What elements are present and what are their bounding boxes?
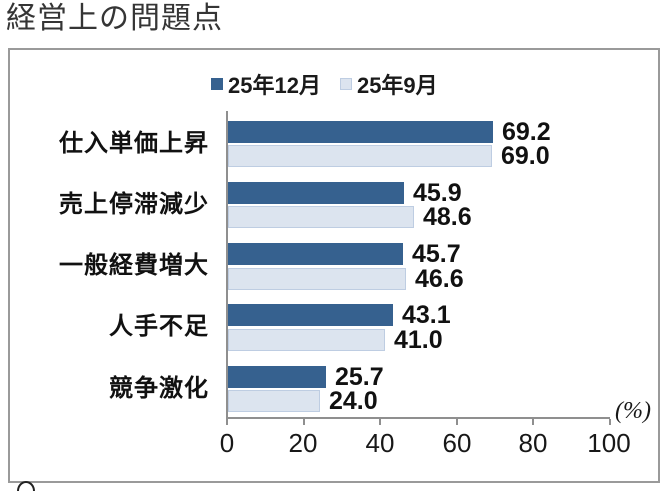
- value-label: 43.1: [402, 301, 451, 329]
- bar-sep: [227, 268, 406, 290]
- x-tick-label-20: 20: [288, 428, 318, 458]
- chart-title: 経営上の問題点: [6, 2, 223, 35]
- legend-swatch-light-icon: [339, 78, 352, 90]
- x-axis-unit-label: (%): [615, 398, 651, 424]
- bar-dec: [227, 182, 404, 204]
- x-axis-line: [226, 417, 610, 419]
- category-label: 一般経費増大: [59, 252, 209, 279]
- value-label: 45.9: [413, 179, 462, 207]
- bar-dec: [227, 243, 403, 265]
- bar-dec: [227, 304, 393, 326]
- legend: 25年12月 25年9月: [211, 72, 438, 98]
- value-label: 69.0: [501, 142, 550, 170]
- x-tick-label-60: 60: [442, 428, 472, 458]
- bar-sep: [227, 390, 320, 412]
- category-label: 売上停滞減少: [59, 191, 209, 218]
- x-tick-label-80: 80: [518, 428, 548, 458]
- x-axis-tick: [303, 419, 305, 425]
- bar-dec: [227, 366, 326, 388]
- value-label: 48.6: [423, 203, 472, 231]
- cutoff-character-circle: [17, 481, 35, 491]
- bar-sep: [227, 206, 414, 228]
- category-label: 競争激化: [109, 375, 209, 402]
- x-tick-label-40: 40: [365, 428, 395, 458]
- category-label: 仕入単価上昇: [59, 130, 209, 157]
- x-tick-label-100: 100: [587, 428, 631, 458]
- x-axis-tick: [609, 419, 611, 425]
- y-axis-line: [226, 111, 228, 419]
- bar-dec: [227, 121, 493, 143]
- category-label: 人手不足: [109, 313, 209, 340]
- x-axis-tick: [456, 419, 458, 425]
- x-axis-tick: [379, 419, 381, 425]
- value-label: 24.0: [329, 387, 378, 415]
- value-label: 46.6: [415, 265, 464, 293]
- value-label: 69.2: [502, 118, 551, 146]
- value-label: 45.7: [412, 240, 461, 268]
- legend-swatch-dark-icon: [211, 78, 223, 90]
- value-label: 41.0: [394, 326, 443, 354]
- legend-label-dec: 25年12月: [228, 73, 321, 98]
- legend-item-dec: 25年12月: [211, 68, 321, 100]
- legend-label-sep: 25年9月: [356, 73, 438, 98]
- x-axis-tick: [226, 419, 228, 425]
- value-label: 25.7: [335, 363, 384, 391]
- chart-frame: [8, 48, 660, 483]
- x-tick-label-0: 0: [219, 428, 235, 458]
- bar-sep: [227, 145, 492, 167]
- legend-item-sep: 25年9月: [339, 68, 438, 100]
- x-axis-tick: [532, 419, 534, 425]
- bar-sep: [227, 329, 385, 351]
